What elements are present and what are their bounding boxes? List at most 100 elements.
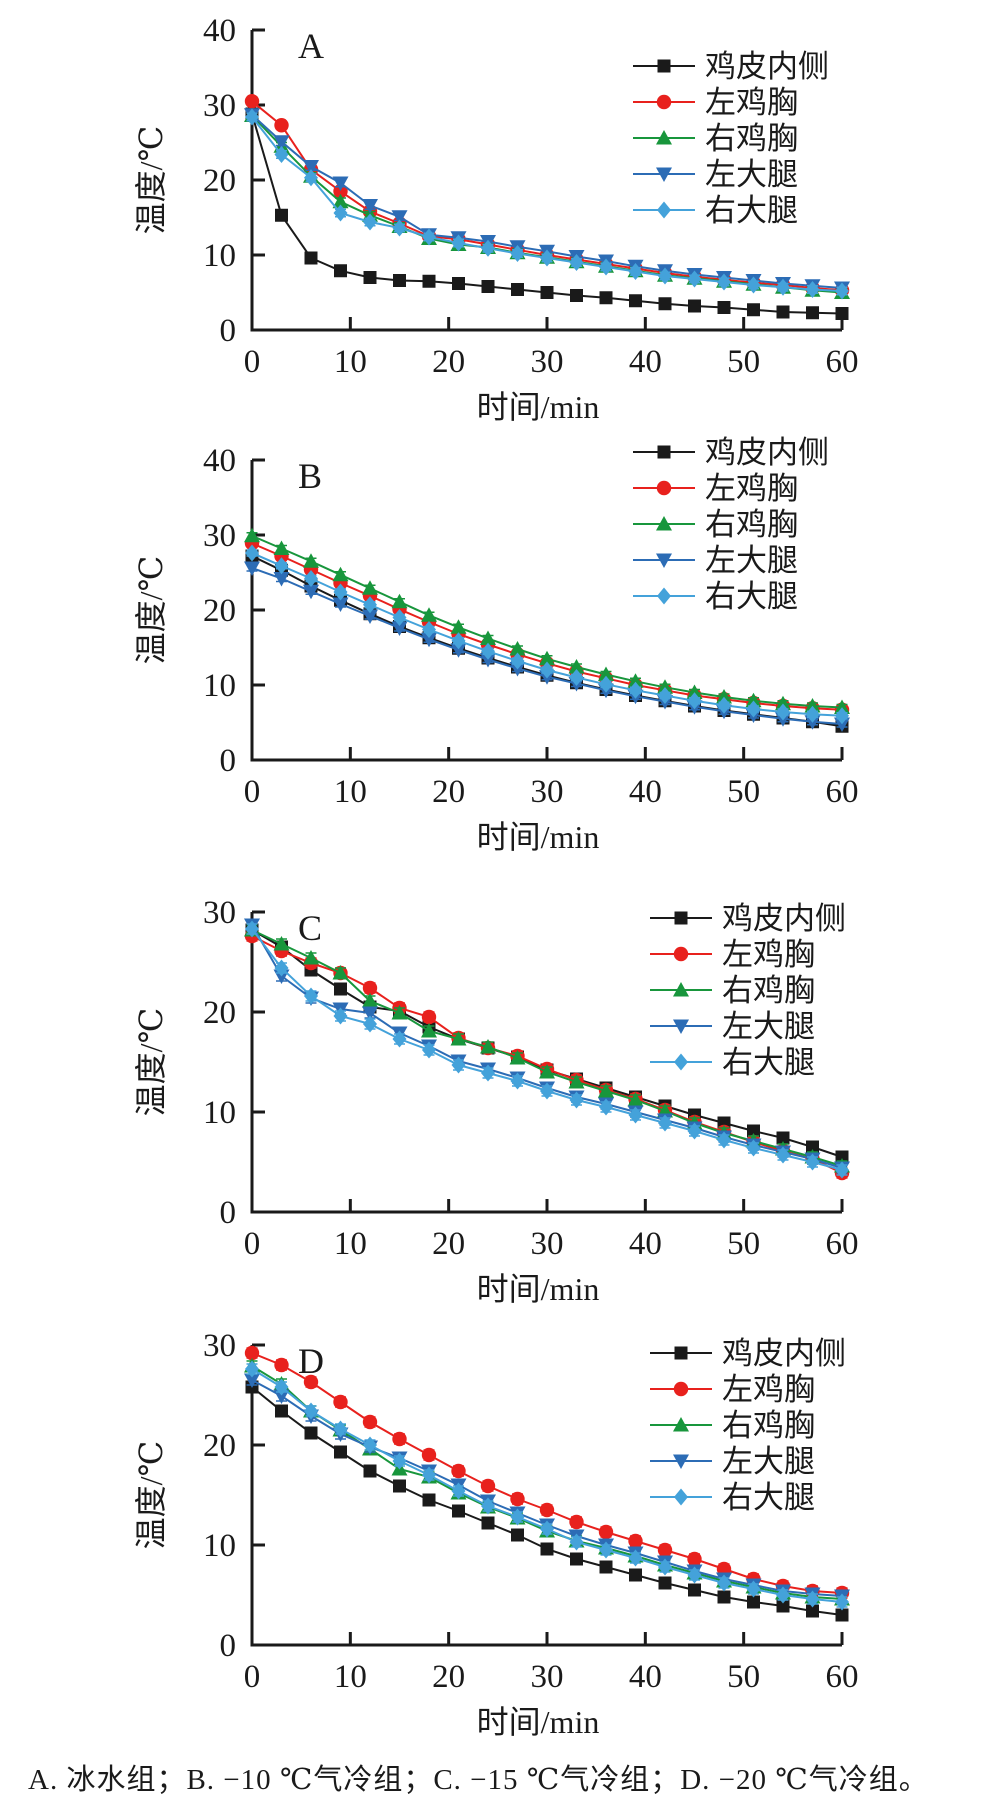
svg-text:0: 0	[244, 774, 261, 810]
panel-D: 0 10 20 30 0 10 20 30 40 50 60 时间/min 温度/℃ D 鸡皮内侧左鸡胸右鸡…	[133, 1328, 859, 1740]
legend-item-left-thigh: 左大腿	[633, 157, 798, 192]
panel-D-axes: 0 10 20 30 0 10 20 30 40 50 60 时间/min 温度/℃ D	[133, 1328, 859, 1740]
panel-A-axes: 0 10 20 30 40 0 10 20 30 40 50 60 时间/min 温度/℃ A	[133, 13, 859, 425]
svg-text:20: 20	[203, 995, 236, 1031]
svg-text:30: 30	[203, 518, 236, 554]
panel-A-x-axis-label: 时间/min	[477, 389, 600, 425]
svg-text:40: 40	[629, 344, 662, 380]
svg-text:30: 30	[531, 1659, 564, 1695]
svg-text:左大腿: 左大腿	[705, 157, 798, 192]
svg-text:右大腿: 右大腿	[705, 193, 798, 228]
panel-D-series-right-thigh	[245, 1360, 849, 1611]
legend-item-right-thigh: 右大腿	[650, 1480, 815, 1515]
svg-text:20: 20	[432, 1226, 465, 1262]
panel-B-series-right-thigh	[245, 544, 849, 725]
svg-text:左鸡胸: 左鸡胸	[705, 471, 798, 506]
legend-item-skin-inner: 鸡皮内侧	[633, 435, 829, 470]
svg-text:鸡皮内侧: 鸡皮内侧	[705, 49, 829, 84]
svg-text:鸡皮内侧: 鸡皮内侧	[722, 1336, 846, 1371]
svg-text:50: 50	[727, 1659, 760, 1695]
legend-item-left-breast: 左鸡胸	[633, 471, 798, 506]
svg-text:40: 40	[203, 13, 236, 49]
panel-C: 0 10 20 30 0 10 20 30 40 50 60 时间/min 温度/℃ C 鸡皮内侧左鸡胸右鸡…	[133, 895, 859, 1307]
legend-item-left-breast: 左鸡胸	[650, 1372, 815, 1407]
panel-D-series-skin-inner	[245, 1380, 849, 1622]
svg-text:左大腿: 左大腿	[722, 1444, 815, 1479]
svg-text:60: 60	[826, 774, 859, 810]
svg-text:0: 0	[244, 1226, 261, 1262]
legend-item-right-breast: 右鸡胸	[650, 1408, 815, 1443]
svg-text:鸡皮内侧: 鸡皮内侧	[705, 435, 829, 470]
panel-C-series-right-thigh	[245, 920, 849, 1179]
legend-item-left-thigh: 左大腿	[650, 1444, 815, 1479]
svg-text:右大腿: 右大腿	[705, 579, 798, 614]
svg-text:鸡皮内侧: 鸡皮内侧	[722, 901, 846, 936]
svg-text:10: 10	[203, 668, 236, 704]
panel-D-letter: D	[298, 1341, 324, 1381]
svg-text:20: 20	[432, 344, 465, 380]
svg-text:20: 20	[203, 1428, 236, 1464]
panel-C-axes: 0 10 20 30 0 10 20 30 40 50 60 时间/min 温度/℃ C	[133, 895, 859, 1307]
svg-text:50: 50	[727, 1226, 760, 1262]
svg-text:右鸡胸: 右鸡胸	[705, 121, 798, 156]
panel-B-letter: B	[298, 456, 322, 496]
svg-text:20: 20	[432, 1659, 465, 1695]
svg-text:10: 10	[334, 1226, 367, 1262]
svg-text:20: 20	[203, 593, 236, 629]
legend-item-right-breast: 右鸡胸	[633, 507, 798, 542]
svg-text:左大腿: 左大腿	[705, 543, 798, 578]
legend-item-skin-inner: 鸡皮内侧	[650, 901, 846, 936]
svg-text:0: 0	[220, 743, 237, 779]
svg-text:0: 0	[244, 344, 261, 380]
svg-text:30: 30	[531, 1226, 564, 1262]
svg-text:30: 30	[203, 88, 236, 124]
legend-item-left-thigh: 左大腿	[633, 543, 798, 578]
svg-text:60: 60	[826, 1659, 859, 1695]
svg-text:左鸡胸: 左鸡胸	[722, 937, 815, 972]
svg-text:左大腿: 左大腿	[722, 1009, 815, 1044]
svg-text:左鸡胸: 左鸡胸	[722, 1372, 815, 1407]
svg-text:30: 30	[203, 895, 236, 931]
legend-item-right-thigh: 右大腿	[650, 1045, 815, 1080]
legend-item-left-breast: 左鸡胸	[650, 937, 815, 972]
svg-text:50: 50	[727, 774, 760, 810]
panel-B-y-axis-label: 温度/℃	[133, 556, 169, 665]
svg-text:右鸡胸: 右鸡胸	[722, 973, 815, 1008]
svg-text:40: 40	[203, 443, 236, 479]
legend-item-left-breast: 左鸡胸	[633, 85, 798, 120]
legend-item-right-thigh: 右大腿	[633, 579, 798, 614]
legend-item-left-thigh: 左大腿	[650, 1009, 815, 1044]
svg-text:右鸡胸: 右鸡胸	[705, 507, 798, 542]
panel-D-y-axis-label: 温度/℃	[133, 1441, 169, 1550]
svg-text:30: 30	[531, 774, 564, 810]
svg-text:40: 40	[629, 1226, 662, 1262]
panel-A-y-axis-label: 温度/℃	[133, 126, 169, 235]
svg-text:40: 40	[629, 774, 662, 810]
legend-item-right-breast: 右鸡胸	[633, 121, 798, 156]
svg-text:0: 0	[244, 1659, 261, 1695]
panel-C-x-axis-label: 时间/min	[477, 1271, 600, 1307]
svg-text:50: 50	[727, 344, 760, 380]
legend-item-skin-inner: 鸡皮内侧	[650, 1336, 846, 1371]
panel-B-x-axis-label: 时间/min	[477, 819, 600, 855]
legend-item-skin-inner: 鸡皮内侧	[633, 49, 829, 84]
svg-text:20: 20	[203, 163, 236, 199]
panel-B-axes: 0 10 20 30 40 0 10 20 30 40 50 60 时间/min 温度/℃ B	[133, 443, 859, 855]
svg-text:30: 30	[531, 344, 564, 380]
svg-text:10: 10	[203, 1095, 236, 1131]
svg-text:10: 10	[334, 344, 367, 380]
svg-text:0: 0	[220, 1195, 237, 1231]
panel-A-letter: A	[298, 26, 324, 66]
svg-text:60: 60	[826, 344, 859, 380]
svg-text:右大腿: 右大腿	[722, 1480, 815, 1515]
panel-D-x-axis-label: 时间/min	[477, 1704, 600, 1740]
svg-text:右鸡胸: 右鸡胸	[722, 1408, 815, 1443]
svg-text:0: 0	[220, 313, 237, 349]
svg-text:10: 10	[203, 1528, 236, 1564]
svg-text:40: 40	[629, 1659, 662, 1695]
panel-A-series-right-thigh	[245, 108, 849, 300]
